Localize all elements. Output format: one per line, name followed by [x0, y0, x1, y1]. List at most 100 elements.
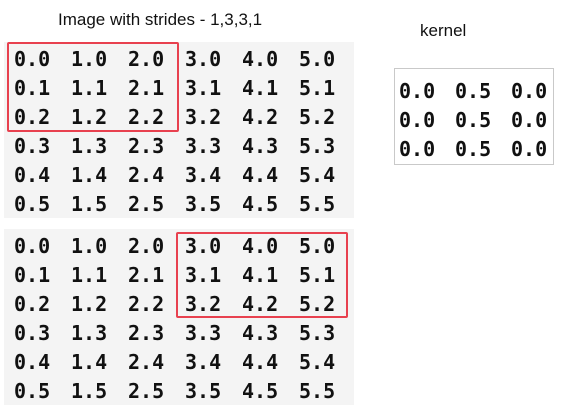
matrix-cell: 0.4: [14, 163, 51, 187]
matrix-cell: 0.4: [14, 350, 51, 374]
matrix-cell: 3.4: [185, 350, 222, 374]
matrix-cell: 4.0: [242, 234, 279, 258]
matrix-cell: 5.3: [299, 134, 336, 158]
kernel-cell: 0.5: [455, 108, 492, 132]
matrix-cell: 1.1: [71, 76, 108, 100]
matrix-cell: 5.0: [299, 234, 336, 258]
matrix-cell: 0.0: [14, 234, 51, 258]
matrix-cell: 2.0: [128, 234, 165, 258]
matrix-cell: 3.0: [185, 47, 222, 71]
matrix-cell: 3.5: [185, 192, 222, 216]
matrix-cell: 0.5: [14, 192, 51, 216]
matrix-cell: 3.2: [185, 105, 222, 129]
matrix-row: 0.2 1.2 2.2 3.2 4.2 5.2: [14, 290, 354, 319]
matrix-cell: 1.1: [71, 263, 108, 287]
matrix-cell: 1.5: [71, 379, 108, 403]
matrix-cell: 2.2: [128, 105, 165, 129]
matrix-row: 0.5 1.5 2.5 3.5 4.5 5.5: [14, 377, 354, 406]
matrix-cell: 3.3: [185, 321, 222, 345]
matrix-cell: 5.5: [299, 192, 336, 216]
matrix-cell: 5.4: [299, 163, 336, 187]
matrix-cell: 3.1: [185, 76, 222, 100]
matrix-cell: 0.1: [14, 263, 51, 287]
matrix-cell: 0.2: [14, 292, 51, 316]
matrix-cell: 3.2: [185, 292, 222, 316]
stride-window-highlight-first: [7, 42, 179, 132]
matrix-cell: 4.4: [242, 350, 279, 374]
kernel-matrix: 0.0 0.5 0.0 0.0 0.5 0.0 0.0 0.5 0.0: [394, 68, 554, 165]
matrix-cell: 0.2: [14, 105, 51, 129]
kernel-cell: 0.0: [511, 137, 548, 161]
matrix-cell: 1.4: [71, 163, 108, 187]
matrix-cell: 1.5: [71, 192, 108, 216]
matrix-cell: 5.4: [299, 350, 336, 374]
matrix-cell: 2.3: [128, 321, 165, 345]
matrix-cell: 3.0: [185, 234, 222, 258]
matrix-cell: 0.3: [14, 321, 51, 345]
matrix-cell: 2.5: [128, 379, 165, 403]
matrix-cell: 5.2: [299, 105, 336, 129]
matrix-row: 0.4 1.4 2.4 3.4 4.4 5.4: [14, 161, 354, 190]
kernel-cell: 0.5: [455, 79, 492, 103]
matrix-row: 0.0 1.0 2.0 3.0 4.0 5.0: [14, 232, 354, 261]
matrix-row: 0.3 1.3 2.3 3.3 4.3 5.3: [14, 132, 354, 161]
matrix-cell: 3.5: [185, 379, 222, 403]
image-title: Image with strides - 1,3,3,1: [58, 10, 263, 29]
matrix-row: 0.1 1.1 2.1 3.1 4.1 5.1: [14, 261, 354, 290]
matrix-cell: 2.4: [128, 163, 165, 187]
matrix-cell: 5.0: [299, 47, 336, 71]
matrix-row: 0.4 1.4 2.4 3.4 4.4 5.4: [14, 348, 354, 377]
kernel-cell: 0.0: [511, 108, 548, 132]
matrix-cell: 4.3: [242, 321, 279, 345]
matrix-cell: 4.3: [242, 134, 279, 158]
matrix-cell: 2.3: [128, 134, 165, 158]
matrix-cell: 2.1: [128, 263, 165, 287]
matrix-cell: 5.1: [299, 263, 336, 287]
matrix-cell: 2.0: [128, 47, 165, 71]
matrix-cell: 4.5: [242, 379, 279, 403]
matrix-cell: 5.5: [299, 379, 336, 403]
matrix-cell: 0.1: [14, 76, 51, 100]
kernel-row: 0.0 0.5 0.0: [399, 77, 553, 106]
matrix-cell: 4.5: [242, 192, 279, 216]
kernel-title: kernel: [420, 21, 467, 40]
matrix-cell: 2.4: [128, 350, 165, 374]
matrix-cell: 3.4: [185, 163, 222, 187]
matrix-cell: 0.0: [14, 47, 51, 71]
matrix-cell: 4.0: [242, 47, 279, 71]
kernel-cell: 0.0: [399, 79, 436, 103]
kernel-cell: 0.0: [511, 79, 548, 103]
matrix-cell: 4.2: [242, 105, 279, 129]
matrix-cell: 4.1: [242, 263, 279, 287]
stride-window-highlight-second: [176, 232, 348, 318]
kernel-row: 0.0 0.5 0.0: [399, 106, 553, 135]
matrix-cell: 4.1: [242, 76, 279, 100]
matrix-cell: 0.5: [14, 379, 51, 403]
matrix-cell: 1.4: [71, 350, 108, 374]
matrix-cell: 1.0: [71, 234, 108, 258]
matrix-cell: 1.2: [71, 105, 108, 129]
matrix-cell: 4.4: [242, 163, 279, 187]
matrix-row: 0.5 1.5 2.5 3.5 4.5 5.5: [14, 190, 354, 219]
matrix-row: 0.2 1.2 2.2 3.2 4.2 5.2: [14, 103, 354, 132]
matrix-cell: 2.5: [128, 192, 165, 216]
matrix-cell: 1.3: [71, 321, 108, 345]
matrix-cell: 5.2: [299, 292, 336, 316]
matrix-cell: 3.1: [185, 263, 222, 287]
matrix-row: 0.3 1.3 2.3 3.3 4.3 5.3: [14, 319, 354, 348]
matrix-cell: 5.3: [299, 321, 336, 345]
matrix-cell: 2.2: [128, 292, 165, 316]
kernel-cell: 0.5: [455, 137, 492, 161]
kernel-cell: 0.0: [399, 108, 436, 132]
matrix-cell: 1.3: [71, 134, 108, 158]
matrix-cell: 5.1: [299, 76, 336, 100]
matrix-cell: 0.3: [14, 134, 51, 158]
matrix-cell: 1.2: [71, 292, 108, 316]
matrix-row: 0.0 1.0 2.0 3.0 4.0 5.0: [14, 45, 354, 74]
image-matrix-top: 0.0 1.0 2.0 3.0 4.0 5.0 0.1 1.1 2.1 3.1 …: [4, 42, 354, 218]
matrix-row: 0.1 1.1 2.1 3.1 4.1 5.1: [14, 74, 354, 103]
matrix-cell: 1.0: [71, 47, 108, 71]
kernel-cell: 0.0: [399, 137, 436, 161]
matrix-cell: 3.3: [185, 134, 222, 158]
kernel-row: 0.0 0.5 0.0: [399, 135, 553, 164]
